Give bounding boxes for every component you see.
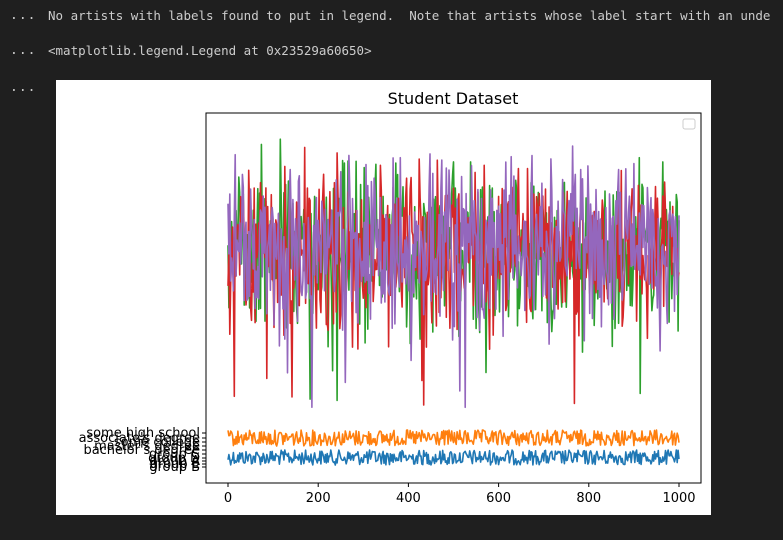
warning-text: No artists with labels found to put in l…	[48, 8, 771, 23]
x-tick-label: 0	[224, 491, 232, 506]
y-tick-label: group E	[150, 457, 200, 472]
series-line	[227, 449, 680, 466]
series-line	[227, 429, 680, 447]
x-axis-ticks: 0 200 400 600 800 1000	[224, 483, 696, 506]
empty-legend-box	[682, 118, 696, 130]
x-tick-label: 200	[306, 491, 331, 506]
output-line-figure: ...	[0, 80, 783, 100]
series-line	[227, 145, 680, 409]
chart-title: Student Dataset	[388, 89, 519, 108]
y-tick-label: bachelor's degree	[83, 443, 200, 458]
x-tick-label: 600	[486, 491, 511, 506]
y-tick-label: group A	[149, 454, 200, 469]
y-tick-label: associate's degree	[79, 431, 200, 446]
y-tick-label: some college	[114, 435, 200, 450]
plot-lines	[227, 138, 680, 466]
x-tick-label: 400	[396, 491, 421, 506]
cell-gutter-ellipsis[interactable]: ...	[10, 80, 37, 95]
matplotlib-figure: Student Dataset 0 200 400 600 800 1000 some h…	[56, 80, 711, 515]
x-tick-label: 800	[576, 491, 601, 506]
y-tick-label: group B	[149, 460, 200, 475]
output-line-warning: ... No artists with labels found to put …	[0, 8, 783, 28]
x-tick-label: 1000	[662, 491, 695, 506]
y-tick-label: some high school	[86, 426, 200, 441]
output-line-repr: ... <matplotlib.legend.Legend at 0x23529…	[0, 43, 783, 63]
cell-gutter-ellipsis[interactable]: ...	[10, 8, 37, 23]
axes-frame	[205, 112, 702, 484]
cell-gutter-ellipsis[interactable]: ...	[10, 43, 37, 58]
chart-svg: Student Dataset 0 200 400 600 800 1000 some h…	[79, 89, 702, 506]
y-tick-label: master's degree	[94, 439, 200, 454]
y-tick-label: group C	[149, 447, 200, 462]
y-tick-label: group D	[148, 451, 200, 466]
legend-repr-text: <matplotlib.legend.Legend at 0x23529a606…	[48, 43, 372, 58]
